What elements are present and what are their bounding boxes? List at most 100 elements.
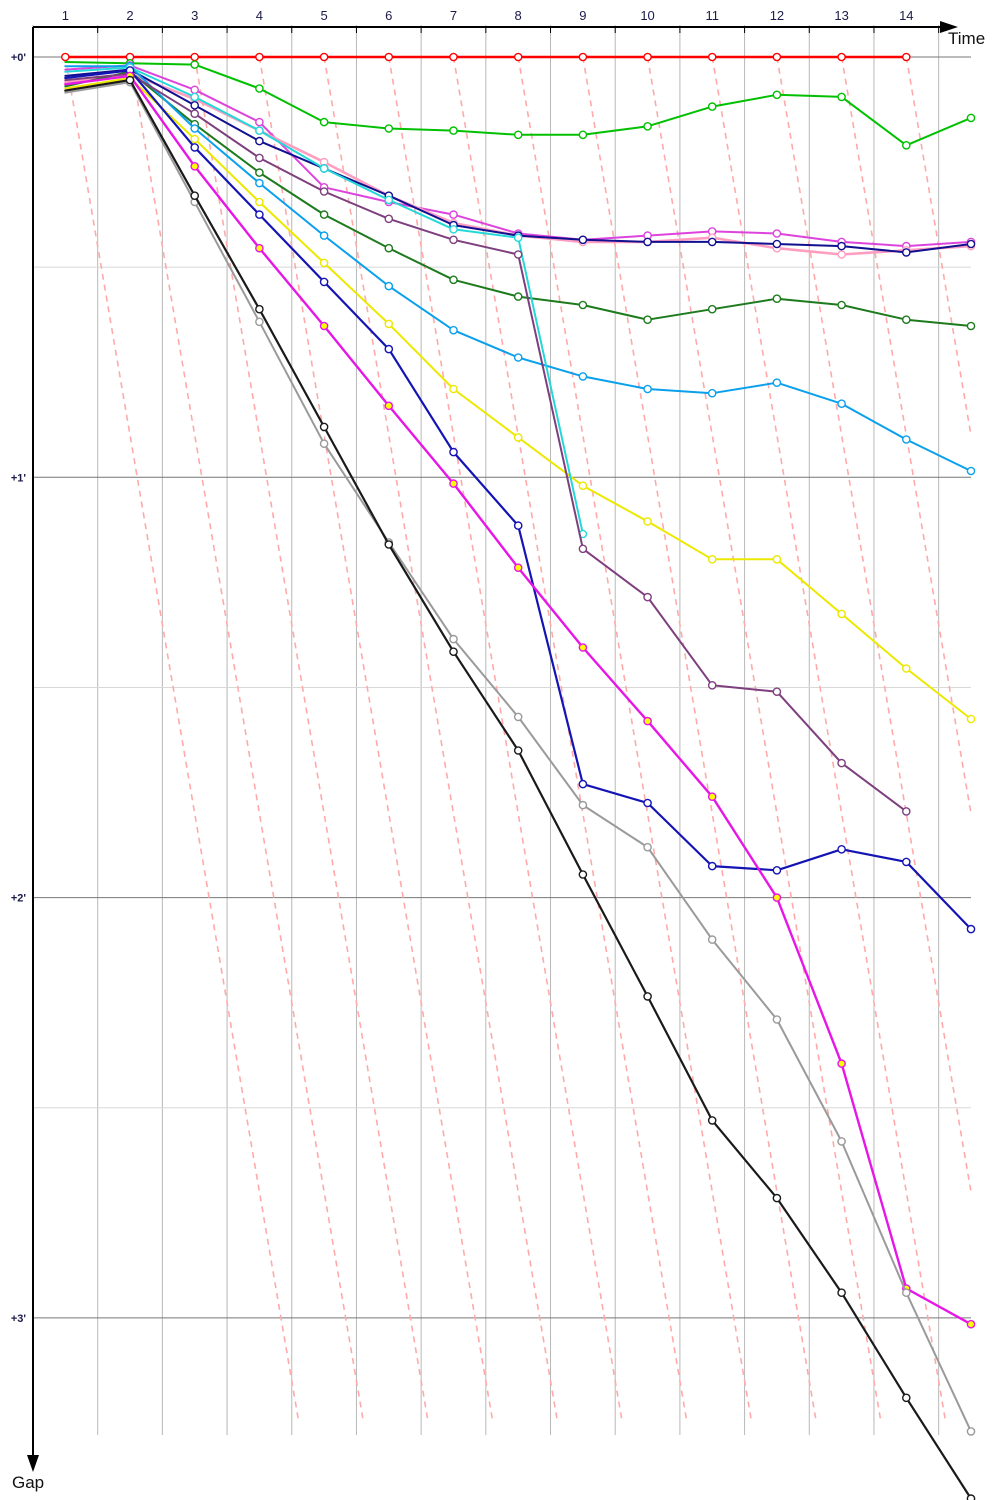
- series-marker-skyblue: [384, 281, 394, 291]
- series-leader: [61, 52, 911, 62]
- series-marker-navy: [190, 101, 199, 110]
- x-tick-label: 11: [705, 8, 719, 23]
- series-marker-green: [513, 130, 523, 140]
- series-marker-darkgreen: [319, 210, 329, 219]
- series-marker-magenta: [837, 1059, 846, 1068]
- y-tick-label: +0': [11, 52, 27, 64]
- series-marker-blue: [966, 924, 976, 934]
- series-marker-darkgreen: [707, 304, 717, 314]
- series-marker-skyblue: [255, 178, 264, 188]
- series-marker-purple: [837, 758, 846, 768]
- series-marker-navy: [255, 136, 264, 146]
- series-marker-skyblue: [966, 466, 976, 476]
- series-marker-blue: [643, 798, 652, 808]
- series-marker-leader: [61, 52, 70, 62]
- series-marker-purple: [384, 214, 394, 224]
- series-marker-skyblue: [837, 399, 846, 409]
- series-marker-purple: [255, 153, 264, 163]
- series-marker-leader: [578, 52, 588, 62]
- series-marker-navy: [966, 239, 976, 249]
- x-tick-label: 7: [450, 8, 457, 23]
- series-darkgreen: [64, 67, 976, 331]
- guide-dashed-line: [776, 56, 972, 1192]
- series-line-violet: [64, 64, 972, 248]
- series-marker-black: [643, 992, 652, 1001]
- series-marker-blue: [190, 143, 199, 152]
- guide-dashed-line: [64, 56, 300, 1419]
- series-marker-green: [578, 130, 588, 140]
- x-tick-label: 4: [256, 8, 263, 23]
- series-skyblue: [64, 61, 976, 476]
- series-marker-cyan: [255, 126, 264, 135]
- series-marker-black: [190, 191, 199, 200]
- series-marker-purple: [319, 187, 329, 196]
- series-marker-leader: [513, 52, 523, 62]
- guide-dashed-line: [517, 56, 752, 1419]
- guide-dashed-line: [646, 56, 882, 1419]
- series-marker-blue: [902, 857, 911, 867]
- series-marker-yellow: [772, 555, 782, 564]
- guide-dashed-line: [258, 56, 494, 1419]
- series-marker-yellow: [513, 433, 523, 442]
- series-marker-cyan: [384, 195, 394, 205]
- series-marker-yellow: [319, 258, 329, 268]
- series-gray: [64, 77, 976, 1436]
- series-marker-gray: [837, 1137, 846, 1146]
- series-marker-yellow: [255, 197, 264, 207]
- series-marker-blue: [837, 845, 846, 854]
- series-marker-blue: [384, 344, 394, 354]
- series-marker-skyblue: [513, 353, 523, 362]
- series-marker-green: [255, 84, 264, 93]
- x-tick-label: 1: [62, 8, 69, 23]
- series-marker-yellow: [707, 555, 717, 564]
- guide-dashed-line: [905, 56, 972, 436]
- series-marker-black: [578, 870, 588, 879]
- x-tick-label: 6: [385, 8, 392, 23]
- series-black: [64, 75, 976, 1500]
- x-tick-label: 5: [320, 8, 327, 23]
- series-marker-skyblue: [578, 372, 588, 381]
- series-marker-blue: [578, 779, 588, 789]
- series-marker-blue: [707, 861, 717, 871]
- series-yellow: [64, 73, 976, 724]
- series-marker-purple: [449, 235, 458, 245]
- series-marker-violet: [255, 117, 264, 127]
- series-marker-darkgreen: [384, 243, 394, 253]
- x-tick-label: 14: [899, 8, 913, 23]
- series-marker-leader: [837, 52, 846, 62]
- series-marker-magenta: [449, 479, 458, 488]
- series-marker-gray: [449, 634, 458, 644]
- series-marker-green: [837, 92, 846, 102]
- series-marker-leader: [255, 52, 264, 62]
- series-marker-gray: [319, 439, 329, 449]
- series-marker-green: [449, 126, 458, 135]
- series-marker-yellow: [578, 481, 588, 491]
- series-marker-darkgreen: [643, 315, 652, 325]
- series-purple: [64, 69, 911, 816]
- y-tick-label: +3': [11, 1313, 27, 1325]
- series-marker-darkgreen: [449, 275, 458, 285]
- series-marker-blue: [255, 210, 264, 219]
- series-marker-navy: [772, 239, 782, 249]
- y-axis-arrow: [27, 1455, 39, 1472]
- x-tick-label: 9: [579, 8, 586, 23]
- series-marker-blue: [449, 447, 458, 457]
- series-marker-purple: [902, 807, 911, 816]
- series-marker-gray: [902, 1288, 911, 1297]
- series-marker-black: [513, 746, 523, 755]
- series-marker-darkgreen: [837, 300, 846, 310]
- series-marker-black: [966, 1494, 976, 1500]
- series-marker-leader: [319, 52, 329, 62]
- series-marker-gray: [772, 1015, 782, 1024]
- series-marker-black: [384, 540, 394, 549]
- series-marker-darkgreen: [772, 294, 782, 304]
- series-marker-gray: [578, 800, 588, 810]
- series-marker-cyan: [513, 233, 523, 242]
- x-tick-label: 12: [770, 8, 784, 23]
- series-marker-green: [319, 117, 329, 127]
- series-marker-purple: [578, 544, 588, 554]
- guide-dashed-line: [840, 56, 972, 814]
- series-marker-black: [255, 304, 264, 314]
- series-marker-black: [449, 647, 458, 657]
